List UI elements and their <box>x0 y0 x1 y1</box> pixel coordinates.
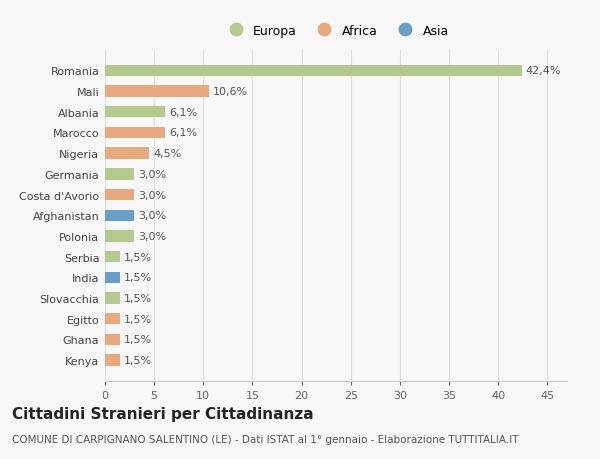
Text: 3,0%: 3,0% <box>139 169 167 179</box>
Bar <box>105 293 120 304</box>
Bar <box>105 128 165 139</box>
Bar <box>105 210 134 221</box>
Text: 4,5%: 4,5% <box>153 149 181 159</box>
Bar <box>105 66 522 77</box>
Text: 42,4%: 42,4% <box>526 66 561 76</box>
Text: 3,0%: 3,0% <box>139 190 167 200</box>
Text: 1,5%: 1,5% <box>124 335 152 345</box>
Text: 1,5%: 1,5% <box>124 314 152 324</box>
Text: COMUNE DI CARPIGNANO SALENTINO (LE) - Dati ISTAT al 1° gennaio - Elaborazione TU: COMUNE DI CARPIGNANO SALENTINO (LE) - Da… <box>12 434 518 444</box>
Bar <box>105 272 120 283</box>
Bar <box>105 190 134 201</box>
Legend: Europa, Africa, Asia: Europa, Africa, Asia <box>223 25 449 38</box>
Text: 3,0%: 3,0% <box>139 211 167 221</box>
Text: 1,5%: 1,5% <box>124 293 152 303</box>
Text: 10,6%: 10,6% <box>213 87 248 97</box>
Text: 1,5%: 1,5% <box>124 252 152 262</box>
Bar <box>105 334 120 345</box>
Text: Cittadini Stranieri per Cittadinanza: Cittadini Stranieri per Cittadinanza <box>12 406 314 421</box>
Text: 1,5%: 1,5% <box>124 355 152 365</box>
Text: 6,1%: 6,1% <box>169 128 197 138</box>
Bar <box>105 313 120 325</box>
Bar <box>105 148 149 159</box>
Bar <box>105 86 209 97</box>
Text: 1,5%: 1,5% <box>124 273 152 283</box>
Text: 6,1%: 6,1% <box>169 107 197 118</box>
Bar <box>105 355 120 366</box>
Bar <box>105 107 165 118</box>
Text: 3,0%: 3,0% <box>139 231 167 241</box>
Bar <box>105 169 134 180</box>
Bar <box>105 252 120 263</box>
Bar <box>105 231 134 242</box>
